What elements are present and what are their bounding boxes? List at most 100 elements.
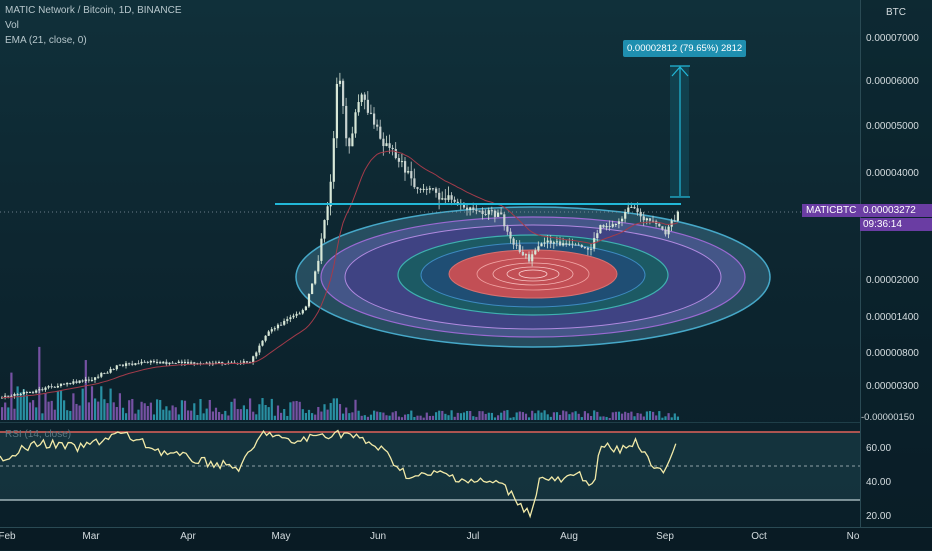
price-label-3: 0.00005000 (866, 121, 919, 132)
time-axis[interactable] (0, 527, 932, 551)
price-label-8: 0.00000300 (866, 381, 919, 392)
price-axis[interactable]: BTC 0.00007000 0.00006000 0.00005000 0.0… (860, 0, 932, 527)
price-axis-currency: BTC (886, 7, 906, 18)
symbol-tag: MATICBTC (802, 204, 861, 217)
candle-body (183, 361, 187, 364)
candle-body (255, 352, 258, 357)
time-label-jun: Jun (369, 531, 387, 542)
volume-bar (239, 409, 242, 420)
volume-bar (531, 410, 534, 420)
price-label-5: 0.00002000 (866, 275, 919, 286)
candle-body (224, 363, 227, 365)
volume-bar (28, 402, 32, 420)
candle-body (326, 206, 329, 221)
volume-bar (202, 413, 205, 420)
volume-bar (630, 411, 633, 420)
candle-body (292, 315, 295, 318)
candle-body (190, 362, 193, 364)
ellipse-drawing[interactable] (295, 206, 771, 348)
volume-bar (478, 411, 481, 420)
volume-bar (487, 412, 490, 420)
candle-body (311, 283, 314, 295)
volume-bar (459, 413, 462, 420)
candle-body (577, 244, 580, 246)
volume-bar (41, 413, 44, 420)
volume-bar (664, 416, 667, 420)
volume-indicator-label[interactable]: Vol (5, 20, 19, 31)
volume-bar (106, 403, 109, 420)
volume-bar (128, 400, 131, 420)
volume-bar (342, 413, 345, 420)
candle-body (301, 310, 304, 314)
volume-bar (673, 413, 676, 420)
volume-bar (252, 411, 255, 420)
candle-body (515, 244, 518, 246)
volume-bar (621, 413, 624, 420)
candle-body (156, 361, 159, 363)
volume-bar (78, 405, 81, 420)
candle-body (87, 379, 90, 381)
time-label-aug: Aug (560, 531, 578, 542)
volume-bar (484, 413, 487, 420)
candle-body (586, 247, 590, 250)
candle-body (19, 394, 22, 396)
volume-bar (97, 401, 100, 420)
price-chart[interactable]: MATIC Network / Bitcoin, 1D, BINANCE Vol… (0, 0, 860, 422)
chart-title[interactable]: MATIC Network / Bitcoin, 1D, BINANCE (5, 5, 182, 16)
candle-body (400, 161, 404, 163)
volume-bar (143, 403, 146, 420)
price-label-4: 0.00004000 (866, 168, 919, 179)
volume-bar (397, 416, 400, 420)
candle-body (109, 368, 112, 373)
candle-body (94, 377, 97, 380)
volume-bar (125, 413, 128, 420)
rsi-indicator-label[interactable]: RSI (14, close) (5, 429, 72, 440)
candle-body (676, 211, 679, 221)
candle-body (419, 188, 422, 190)
candle-body (627, 207, 630, 213)
candle-body (53, 386, 56, 388)
volume-bar (667, 413, 670, 420)
ema-indicator-label[interactable]: EMA (21, close, 0) (5, 35, 87, 46)
candle-body (431, 188, 435, 190)
candle-body (664, 229, 667, 235)
time-label-oct: Oct (751, 531, 767, 542)
candle-body (497, 212, 500, 217)
volume-bar (404, 414, 407, 420)
candle-body (469, 207, 472, 210)
price-chart-canvas[interactable] (0, 0, 860, 422)
volume-bar (435, 412, 438, 420)
volume-bar (348, 413, 351, 420)
candle-body (661, 226, 664, 230)
volume-bar (472, 416, 475, 420)
rsi-pane[interactable]: RSI (14, close) (0, 422, 860, 528)
volume-bar (636, 413, 639, 420)
volume-bar (171, 405, 174, 420)
volume-bar (447, 415, 450, 420)
candle-body (484, 214, 487, 216)
volume-bar (633, 416, 636, 420)
volume-bar (4, 402, 7, 420)
volume-bar (214, 407, 218, 420)
candle-body (552, 242, 555, 244)
volume-bar (242, 405, 245, 420)
price-range-measure[interactable] (670, 65, 690, 198)
rsi-canvas[interactable] (0, 423, 860, 528)
volume-bar (410, 410, 413, 420)
candle-body (97, 376, 100, 378)
volume-bar (515, 412, 518, 420)
candle-body (475, 209, 478, 211)
candle-body (320, 238, 323, 261)
volume-bar (385, 415, 388, 420)
candle-body (115, 365, 118, 370)
measure-arrow-head (671, 66, 689, 77)
volume-bar (543, 410, 546, 420)
volume-bar (314, 414, 317, 420)
volume-bar (292, 401, 295, 420)
volume-bar (444, 413, 447, 420)
time-label-apr: Apr (180, 531, 196, 542)
candle-body (472, 207, 475, 210)
candle-body (218, 362, 221, 364)
candle-body (59, 383, 63, 386)
volume-bar (500, 412, 503, 420)
